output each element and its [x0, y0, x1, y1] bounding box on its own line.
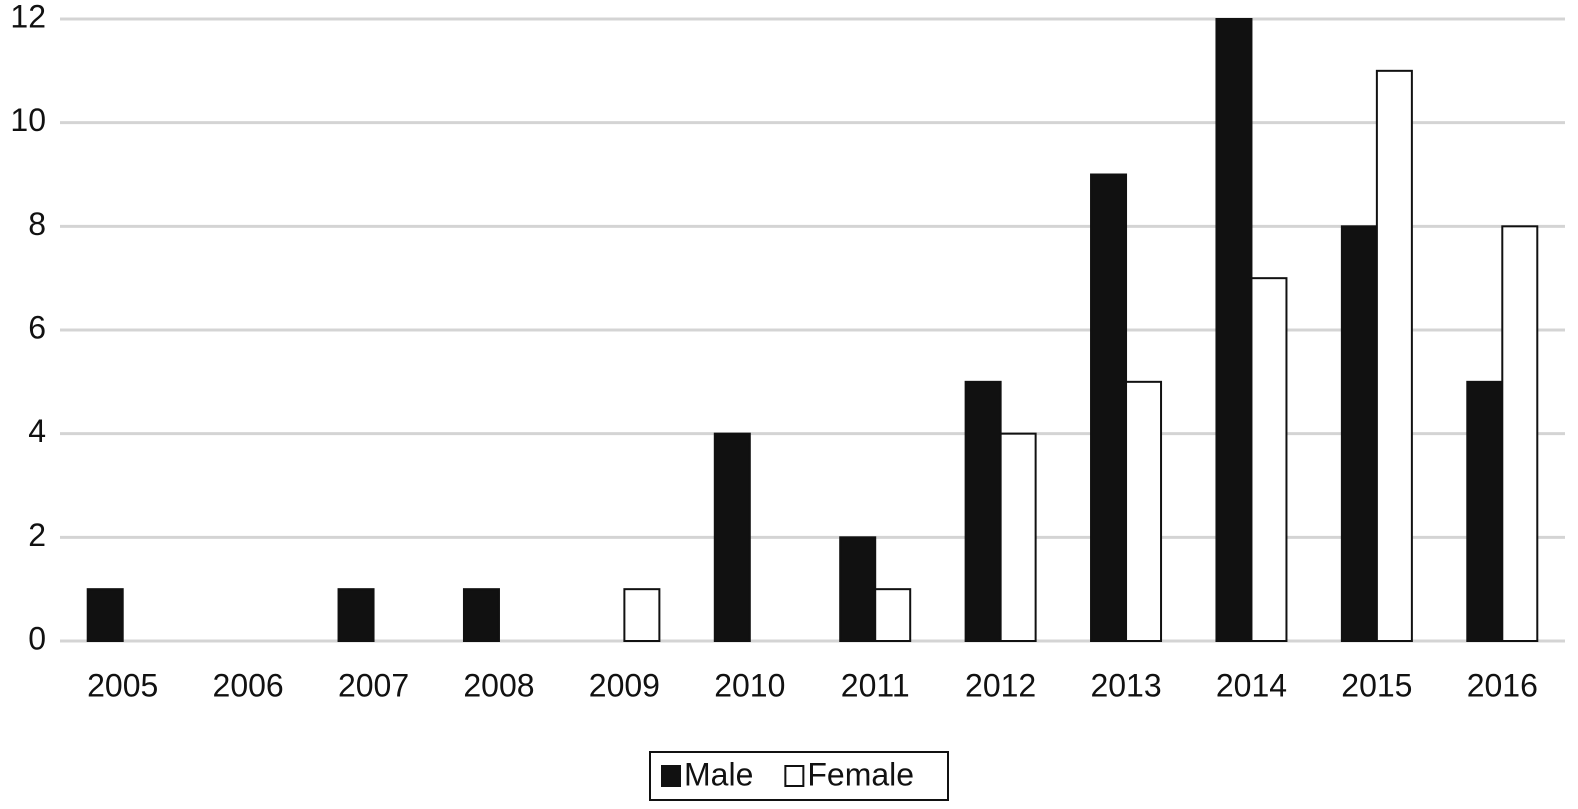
- y-tick-label: 4: [28, 413, 46, 449]
- legend-swatch: [784, 765, 805, 787]
- bar: [1375, 69, 1413, 643]
- y-tick-label: 12: [10, 0, 46, 34]
- x-tick-label: 2010: [714, 667, 785, 703]
- bar: [623, 588, 661, 643]
- bar: [462, 588, 500, 643]
- x-tick-label: 2012: [965, 667, 1036, 703]
- x-tick-label: 2015: [1341, 667, 1412, 703]
- y-tick-label: 2: [28, 517, 46, 553]
- bar: [1090, 173, 1128, 642]
- x-tick-label: 2005: [87, 667, 158, 703]
- bar: [1250, 277, 1288, 642]
- bar: [999, 432, 1037, 642]
- legend-label: Male: [684, 756, 753, 792]
- x-tick-label: 2013: [1090, 667, 1161, 703]
- bar: [86, 588, 124, 643]
- x-tick-label: 2016: [1467, 667, 1538, 703]
- x-tick-label: 2008: [463, 667, 534, 703]
- x-tick-label: 2011: [841, 667, 910, 703]
- bar: [1125, 380, 1163, 642]
- x-tick-label: 2014: [1216, 667, 1287, 703]
- bar: [713, 432, 751, 642]
- legend-label: Female: [807, 756, 914, 792]
- y-tick-label: 0: [28, 620, 46, 656]
- bar: [964, 380, 1002, 642]
- bar: [337, 588, 375, 643]
- x-tick-label: 2007: [338, 667, 409, 703]
- legend-swatch: [661, 765, 681, 787]
- bar: [1501, 225, 1539, 642]
- bar: [1340, 225, 1378, 642]
- y-tick-label: 10: [10, 102, 46, 138]
- bar: [839, 536, 877, 642]
- bar: [874, 588, 912, 643]
- bar: [1215, 18, 1253, 642]
- y-tick-label: 6: [28, 309, 46, 345]
- bar: [1466, 380, 1504, 642]
- y-tick-label: 8: [28, 206, 46, 242]
- x-tick-label: 2009: [589, 667, 660, 703]
- x-tick-label: 2006: [213, 667, 284, 703]
